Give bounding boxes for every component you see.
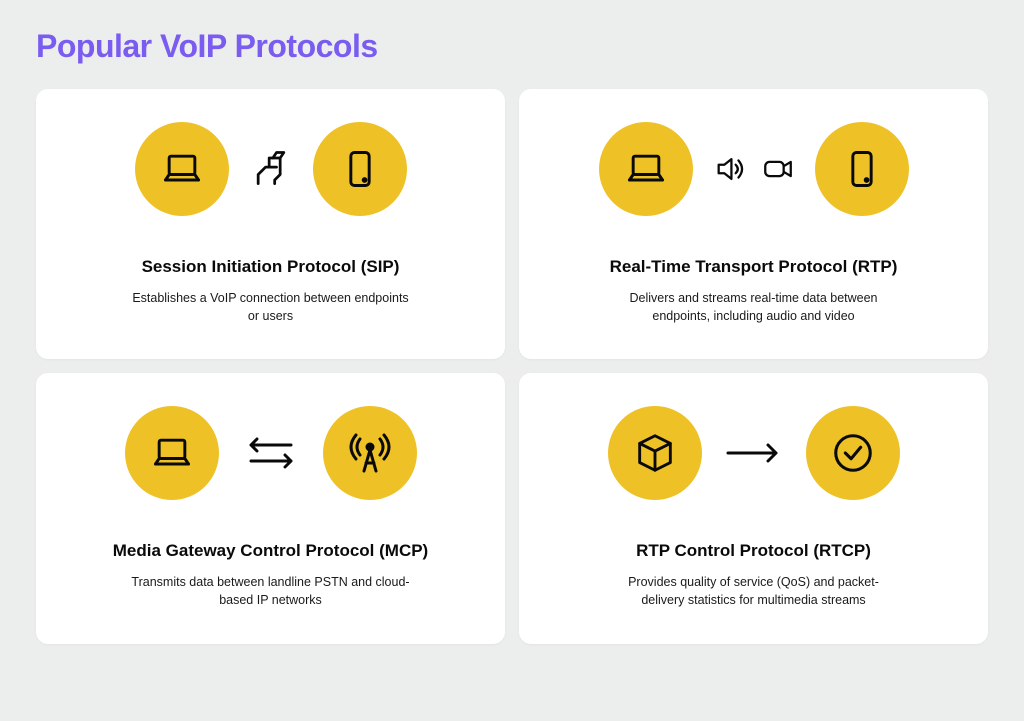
card-title: RTP Control Protocol (RTCP) bbox=[636, 541, 871, 561]
cube-icon bbox=[632, 430, 678, 476]
icon-row bbox=[135, 121, 407, 217]
card-desc: Delivers and streams real-time data betw… bbox=[614, 289, 894, 325]
hand-phone-icon bbox=[249, 147, 293, 191]
mid-icons bbox=[722, 438, 786, 468]
speaker-icon bbox=[713, 152, 747, 186]
circle-left bbox=[608, 406, 702, 500]
card-desc: Provides quality of service (QoS) and pa… bbox=[614, 573, 894, 609]
mid-icons bbox=[239, 429, 303, 477]
check-circle-icon bbox=[830, 430, 876, 476]
phone-icon bbox=[338, 147, 382, 191]
laptop-icon bbox=[624, 147, 668, 191]
card-title: Session Initiation Protocol (SIP) bbox=[142, 257, 400, 277]
mid-icons bbox=[249, 147, 293, 191]
laptop-icon bbox=[160, 147, 204, 191]
card-mcp: Media Gateway Control Protocol (MCP) Tra… bbox=[36, 373, 505, 643]
card-rtcp: RTP Control Protocol (RTCP) Provides qua… bbox=[519, 373, 988, 643]
circle-left bbox=[599, 122, 693, 216]
mid-icons bbox=[713, 152, 795, 186]
page-title: Popular VoIP Protocols bbox=[36, 28, 988, 65]
arrow-right-icon bbox=[722, 438, 786, 468]
icon-row bbox=[125, 405, 417, 501]
laptop-icon bbox=[150, 431, 194, 475]
icon-row bbox=[599, 121, 909, 217]
card-desc: Establishes a VoIP connection between en… bbox=[131, 289, 411, 325]
card-rtp: Real-Time Transport Protocol (RTP) Deliv… bbox=[519, 89, 988, 359]
phone-icon bbox=[840, 147, 884, 191]
circle-left bbox=[125, 406, 219, 500]
card-title: Media Gateway Control Protocol (MCP) bbox=[113, 541, 428, 561]
circle-right bbox=[815, 122, 909, 216]
arrows-lr-icon bbox=[239, 429, 303, 477]
circle-left bbox=[135, 122, 229, 216]
circle-right bbox=[313, 122, 407, 216]
icon-row bbox=[608, 405, 900, 501]
circle-right bbox=[806, 406, 900, 500]
card-title: Real-Time Transport Protocol (RTP) bbox=[610, 257, 898, 277]
circle-right bbox=[323, 406, 417, 500]
antenna-icon bbox=[346, 429, 394, 477]
card-grid: Session Initiation Protocol (SIP) Establ… bbox=[36, 89, 988, 644]
card-sip: Session Initiation Protocol (SIP) Establ… bbox=[36, 89, 505, 359]
card-desc: Transmits data between landline PSTN and… bbox=[131, 573, 411, 609]
video-camera-icon bbox=[761, 152, 795, 186]
